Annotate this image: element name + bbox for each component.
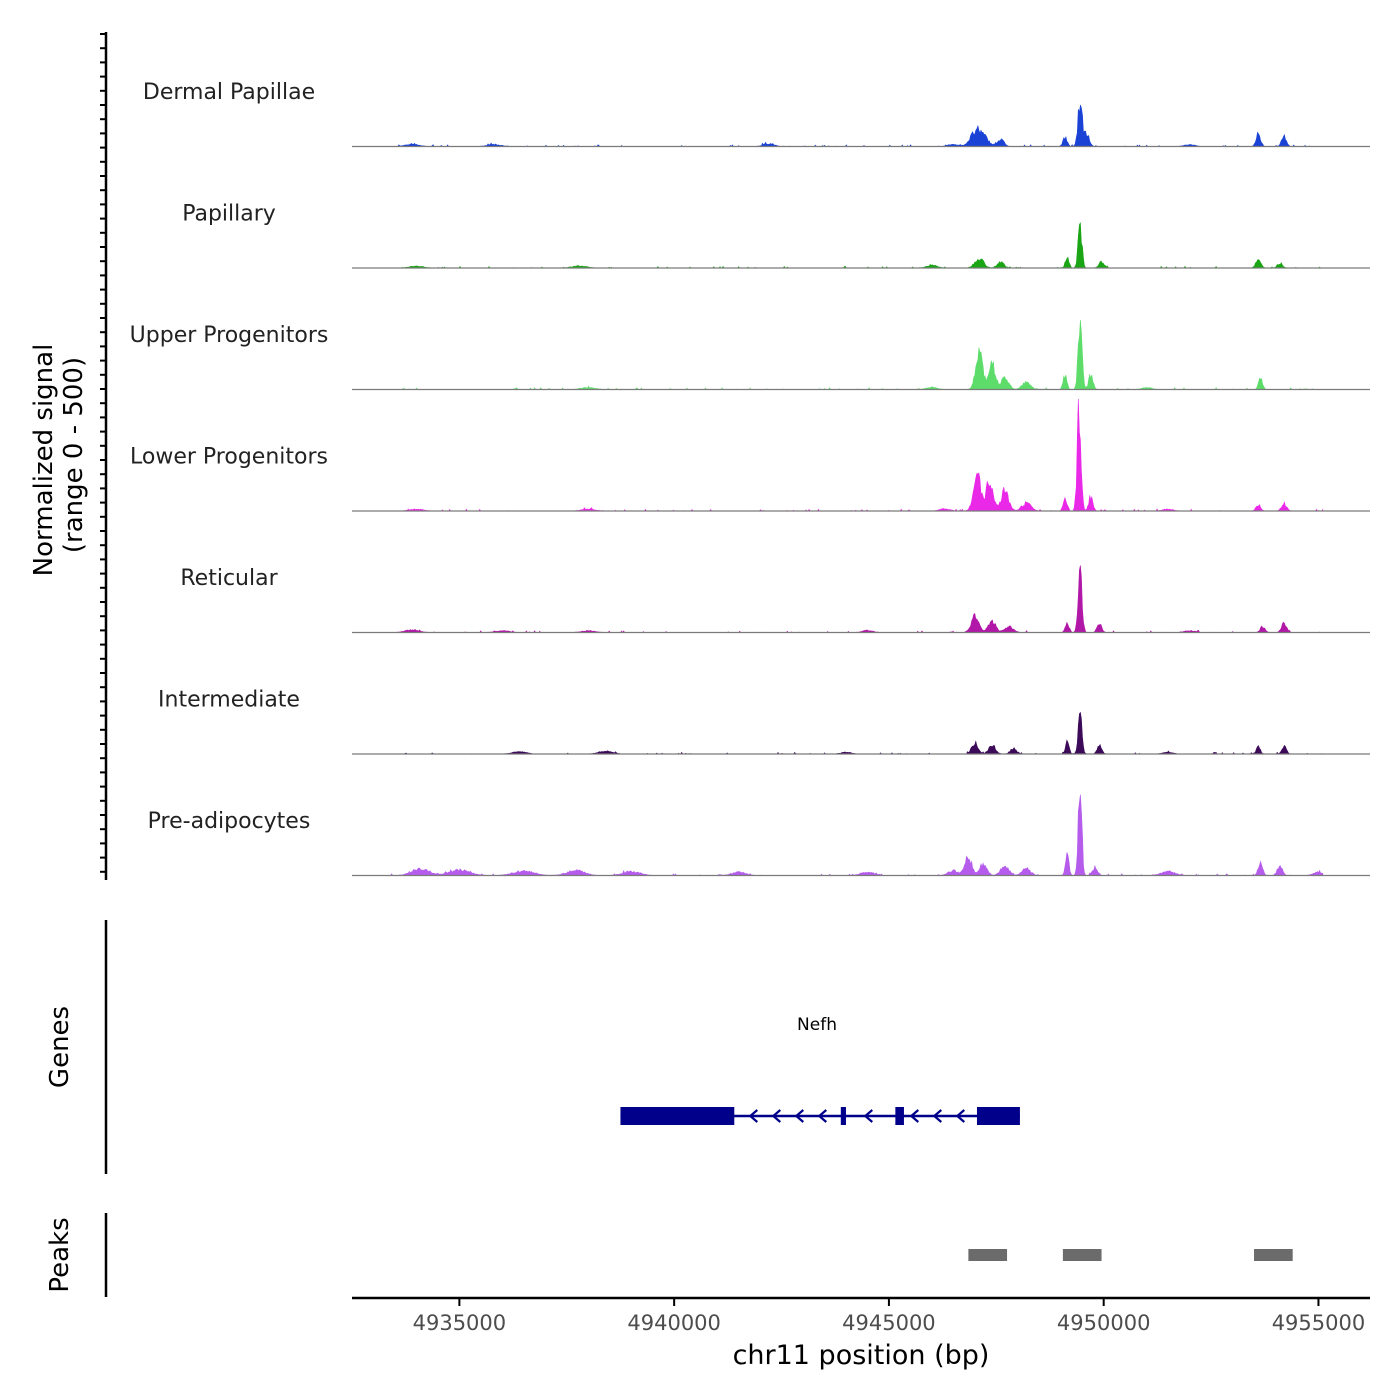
track-reticular: Reticular (180, 565, 1370, 634)
track-label: Lower Progenitors (130, 445, 328, 470)
peak-region (1254, 1249, 1293, 1261)
track-upper-progenitors: Upper Progenitors (130, 319, 1370, 391)
gene-strand-arrow (817, 1109, 828, 1123)
coverage-y-ticks (100, 33, 106, 873)
track-pre-adipocytes: Pre-adipocytes (148, 794, 1370, 877)
gene-name-label: Nefh (797, 1015, 837, 1035)
track-signal-area (390, 398, 1324, 512)
track-dermal-papillae: Dermal Papillae (143, 80, 1370, 148)
y-axis-label-line1: Normalized signal (29, 344, 59, 577)
track-label: Dermal Papillae (143, 80, 315, 105)
x-axis-label: chr11 position (bp) (733, 1340, 990, 1371)
gene-strand-arrow (748, 1109, 759, 1123)
track-label: Papillary (182, 202, 276, 227)
track-signal-area (390, 794, 1324, 877)
coverage-tracks: Dermal Papillae Papillary Upper Progenitor… (130, 80, 1370, 877)
gene-strand-arrow (909, 1109, 920, 1123)
track-label: Intermediate (158, 688, 300, 713)
gene-strand-arrow (863, 1109, 874, 1123)
track-intermediate: Intermediate (158, 688, 1370, 755)
x-axis-ticks: 4935000 4940000 4945000 4950000 4955000 (413, 1298, 1366, 1335)
track-signal-area (390, 104, 1323, 148)
y-axis-label-line2: (range 0 - 500) (59, 357, 89, 553)
track-label: Pre-adipocytes (148, 809, 311, 834)
track-signal-area (390, 565, 1323, 634)
x-tick-label: 4935000 (413, 1311, 507, 1335)
track-signal-area (390, 319, 1323, 390)
gene-strand-arrow (932, 1109, 943, 1123)
genes-panel-label: Genes (45, 1006, 75, 1088)
gene-exon (620, 1107, 735, 1125)
peak-region (968, 1249, 1008, 1261)
track-signal-area (390, 711, 1323, 755)
track-papillary: Papillary (182, 202, 1370, 269)
gene-strand-arrow (955, 1109, 966, 1123)
peak-regions (968, 1249, 1293, 1261)
peaks-panel-label: Peaks (45, 1217, 75, 1292)
gene-model (620, 1107, 1020, 1125)
track-signal-area (390, 222, 1323, 269)
gene-exon (895, 1107, 904, 1125)
x-tick-label: 4940000 (627, 1311, 721, 1335)
gene-strand-arrow (794, 1109, 805, 1123)
gene-strand-arrow (771, 1109, 782, 1123)
track-label: Upper Progenitors (130, 323, 329, 348)
track-lower-progenitors: Lower Progenitors (130, 398, 1370, 512)
x-tick-label: 4950000 (1057, 1311, 1151, 1335)
x-tick-label: 4945000 (842, 1311, 936, 1335)
peak-region (1062, 1249, 1102, 1261)
gene-exon (840, 1107, 846, 1125)
x-tick-label: 4955000 (1272, 1311, 1366, 1335)
track-label: Reticular (180, 566, 278, 591)
gene-exon (976, 1107, 1020, 1125)
